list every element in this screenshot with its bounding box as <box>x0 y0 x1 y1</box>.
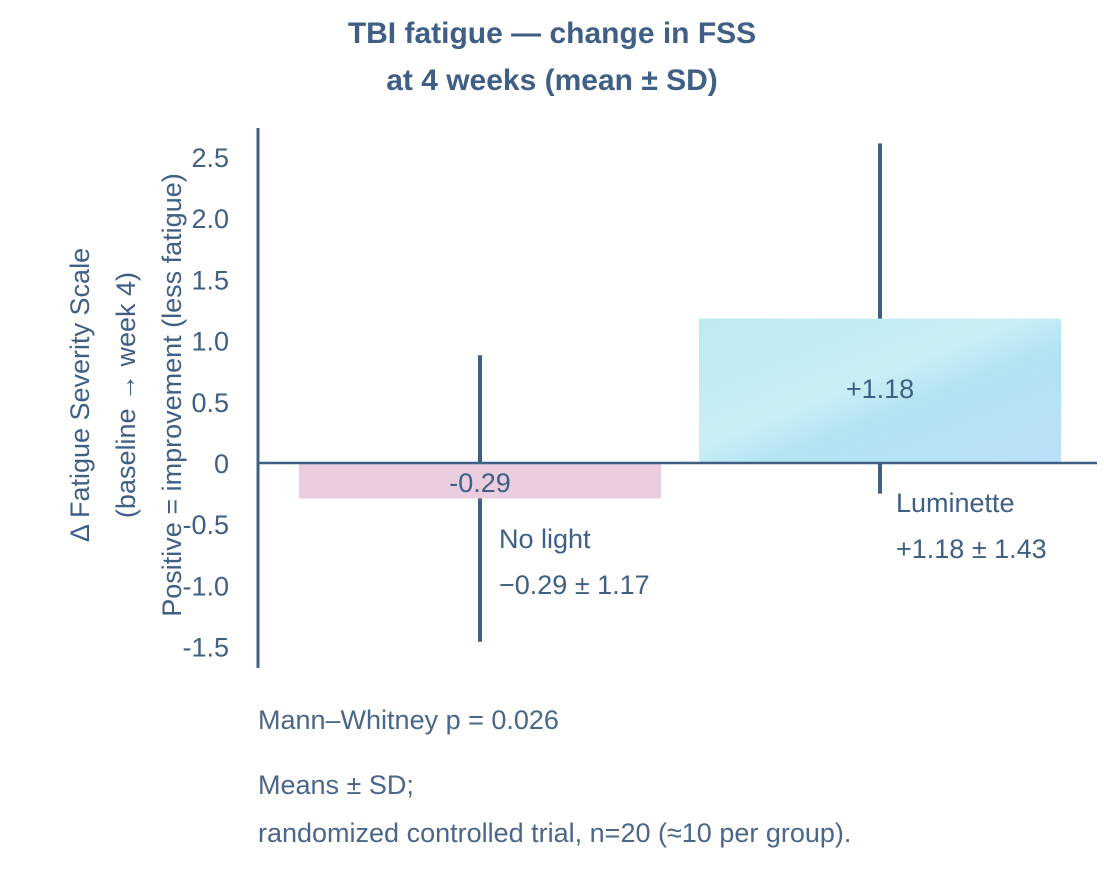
y-tick-label: 2.5 <box>191 143 229 173</box>
category-label: No light <box>499 524 591 554</box>
bar-luminette <box>699 318 1061 463</box>
annotation-means-note: Means ± SD; <box>258 770 414 800</box>
category-label: Luminette <box>896 488 1015 518</box>
y-tick-label: 1.5 <box>191 265 229 295</box>
y-tick-label: -0.5 <box>182 510 229 540</box>
chart-title-line-2: at 4 weeks (mean ± SD) <box>386 64 718 97</box>
chart-title: TBI fatigue — change in FSS at 4 weeks (… <box>0 10 1104 104</box>
y-tick-label: 0 <box>214 449 229 479</box>
y-tick-label: 2.0 <box>191 204 229 234</box>
annotation-pvalue: Mann–Whitney p = 0.026 <box>258 705 559 735</box>
category-summary-label: −0.29 ± 1.17 <box>499 570 650 600</box>
category-summary-label: +1.18 ± 1.43 <box>896 534 1047 564</box>
bar-no-light <box>299 463 661 499</box>
y-tick-label: 0.5 <box>191 388 229 418</box>
annotation-trial-note: randomized controlled trial, n=20 (≈10 p… <box>258 818 852 848</box>
bar-value-label: -0.29 <box>449 468 511 498</box>
chart-title-line-1: TBI fatigue — change in FSS <box>347 17 757 50</box>
y-tick-label: 1.0 <box>191 327 229 357</box>
bar-value-label: +1.18 <box>846 374 914 404</box>
y-tick-label: -1.0 <box>182 571 229 601</box>
y-tick-label: -1.5 <box>182 633 229 663</box>
